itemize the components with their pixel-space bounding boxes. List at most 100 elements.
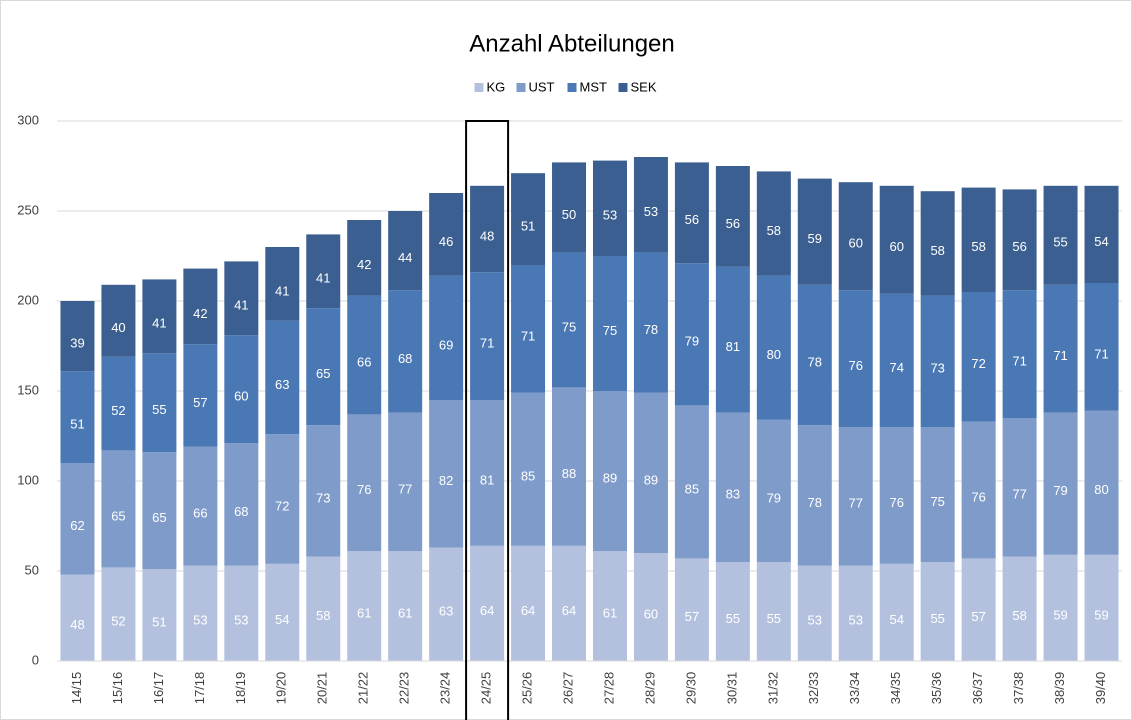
value-label: 76 <box>357 482 371 497</box>
bar-segment <box>265 320 300 435</box>
bar-segment <box>756 275 791 420</box>
x-tick-label: 17/18 <box>192 672 207 705</box>
value-label: 80 <box>767 347 781 362</box>
value-label: 58 <box>767 223 781 238</box>
bar-segment <box>347 220 382 296</box>
bar-segment <box>633 157 668 253</box>
value-label: 76 <box>889 495 903 510</box>
bar-segment <box>306 308 341 426</box>
bar-segment <box>347 414 382 552</box>
x-tick-label: 19/20 <box>274 672 289 705</box>
value-label: 71 <box>521 328 535 343</box>
bar-segment <box>470 185 505 273</box>
bar-segment <box>429 547 464 661</box>
bar-segment <box>470 400 505 546</box>
value-label: 55 <box>767 611 781 626</box>
bar-segment <box>592 160 627 256</box>
x-tick-label: 16/17 <box>151 672 166 705</box>
y-tick-label: 0 <box>32 652 39 667</box>
bar-segment <box>224 261 259 336</box>
bar-segment <box>756 562 791 661</box>
bar-segment <box>633 553 668 661</box>
value-label: 53 <box>193 613 207 628</box>
x-tick-label: 30/31 <box>724 672 739 705</box>
value-label: 71 <box>1012 354 1026 369</box>
x-tick-label: 29/30 <box>683 672 698 705</box>
value-label: 74 <box>889 360 903 375</box>
value-label: 81 <box>480 472 494 487</box>
bar-segment <box>961 421 996 559</box>
bar-segment <box>101 284 136 357</box>
bar-segment <box>142 569 177 661</box>
value-label: 66 <box>193 506 207 521</box>
bar-segment <box>879 293 914 427</box>
bar-segment <box>633 392 668 553</box>
bar-segment <box>1002 418 1037 557</box>
value-label: 78 <box>808 495 822 510</box>
bar-segment <box>470 545 505 661</box>
bar-segment <box>224 335 259 444</box>
value-label: 41 <box>234 298 248 313</box>
legend-swatch <box>474 83 484 92</box>
value-label: 61 <box>357 606 371 621</box>
value-label: 41 <box>316 271 330 286</box>
bar-segment <box>552 252 587 388</box>
bar-segment <box>838 565 873 661</box>
x-tick-label: 33/34 <box>847 672 862 705</box>
bar-segment <box>265 247 300 321</box>
bar-segment <box>183 344 218 447</box>
value-label: 79 <box>1053 483 1067 498</box>
bar-segment <box>715 266 750 413</box>
value-label: 60 <box>849 236 863 251</box>
bar-segment <box>511 545 546 661</box>
value-label: 56 <box>685 212 699 227</box>
value-label: 60 <box>644 606 658 621</box>
x-tick-label: 22/23 <box>397 672 412 705</box>
value-label: 79 <box>767 490 781 505</box>
value-label: 54 <box>889 612 903 627</box>
value-label: 52 <box>111 614 125 629</box>
x-tick-label: 24/25 <box>479 672 494 705</box>
x-tick-label: 23/24 <box>438 672 453 705</box>
value-label: 83 <box>726 487 740 502</box>
value-label: 56 <box>726 216 740 231</box>
x-tick-label: 18/19 <box>233 672 248 705</box>
bar-segment <box>920 427 955 562</box>
bar-segment <box>511 265 546 393</box>
x-tick-label: 14/15 <box>69 672 84 705</box>
bar-segment <box>920 191 955 296</box>
y-tick-label: 300 <box>17 112 39 127</box>
bar-segment <box>183 268 218 345</box>
value-label: 39 <box>70 336 84 351</box>
value-label: 88 <box>562 466 576 481</box>
value-label: 76 <box>849 358 863 373</box>
bar-segment <box>674 405 709 559</box>
bar-segment <box>470 272 505 400</box>
bar-segment <box>101 450 136 568</box>
value-label: 53 <box>234 613 248 628</box>
bar-segment <box>429 193 464 276</box>
y-tick-label: 200 <box>17 292 39 307</box>
value-label: 89 <box>603 471 617 486</box>
bar-segment <box>306 234 341 309</box>
bar-segment <box>60 301 95 372</box>
x-tick-label: 15/16 <box>110 672 125 705</box>
bar-segment <box>756 419 791 562</box>
bar-segment <box>101 567 136 661</box>
bar-segment <box>797 178 832 285</box>
value-label: 59 <box>808 231 822 246</box>
bar-segment <box>1043 412 1078 555</box>
legend-swatch <box>567 83 577 92</box>
y-tick-label: 250 <box>17 202 39 217</box>
value-label: 77 <box>398 481 412 496</box>
legend-swatch <box>516 83 526 92</box>
bar-segment <box>224 565 259 661</box>
bar-segment <box>1084 554 1119 661</box>
x-tick-label: 31/32 <box>765 672 780 705</box>
bar-segment <box>511 173 546 265</box>
bar-segment <box>347 295 382 415</box>
legend-label: KG <box>487 79 506 94</box>
bar-segment <box>60 574 95 661</box>
value-label: 85 <box>685 481 699 496</box>
bar-segment <box>838 182 873 291</box>
